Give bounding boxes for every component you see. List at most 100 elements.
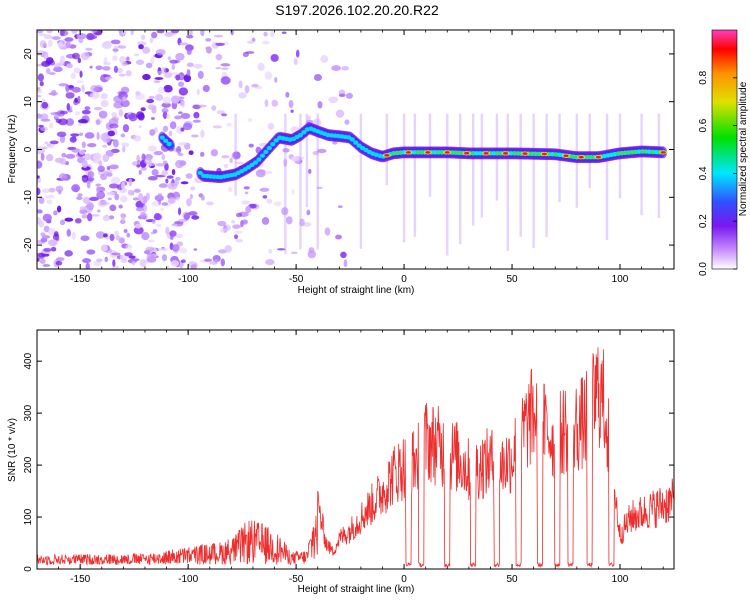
heatmap-blob xyxy=(38,33,47,36)
heatmap-blob xyxy=(245,51,255,54)
heatmap-blob xyxy=(55,238,60,242)
heatmap-blob xyxy=(135,59,145,65)
x-tick-label: 0 xyxy=(401,274,407,285)
heatmap-blob xyxy=(161,254,168,262)
heatmap-streak xyxy=(299,113,302,250)
heatmap-blob xyxy=(80,235,90,242)
heatmap-blob xyxy=(162,160,168,165)
heatmap-streak xyxy=(284,113,287,254)
heatmap-blob xyxy=(95,231,106,239)
heatmap-blob xyxy=(140,166,147,171)
heatmap-layer xyxy=(37,30,668,269)
heatmap-blob xyxy=(56,131,67,138)
ridge-bright xyxy=(301,130,307,135)
heatmap-blob xyxy=(248,143,254,148)
heatmap-blob xyxy=(142,73,151,81)
heatmap-streak xyxy=(316,113,319,250)
heatmap-blob xyxy=(156,223,162,228)
heatmap-blob xyxy=(107,130,116,137)
heatmap-blob xyxy=(147,252,154,259)
heatmap-blob xyxy=(120,99,130,108)
heatmap-blob xyxy=(109,233,115,242)
heatmap-blob xyxy=(102,66,111,71)
heatmap-blob xyxy=(169,59,179,64)
heatmap-blob xyxy=(193,248,198,251)
heatmap-blob xyxy=(106,172,113,177)
heatmap-blob xyxy=(124,252,133,257)
heatmap-blob xyxy=(185,44,194,52)
heatmap-blob xyxy=(153,80,161,83)
heatmap-blob xyxy=(191,134,199,138)
heatmap-blob xyxy=(145,246,155,252)
heatmap-blob xyxy=(71,148,81,153)
heatmap-blob xyxy=(100,92,108,100)
heatmap-blob xyxy=(108,164,119,170)
heatmap-blob xyxy=(167,182,178,190)
ridge-peak xyxy=(425,151,431,154)
snr-xlabel: Height of straight line (km) xyxy=(298,584,415,595)
heatmap-blob xyxy=(224,224,231,232)
heatmap-blob xyxy=(149,37,154,44)
heatmap-blob xyxy=(171,223,178,227)
heatmap-blob xyxy=(213,34,224,38)
heatmap-blob xyxy=(204,258,213,262)
heatmap-blob xyxy=(111,252,121,256)
heatmap-blob xyxy=(71,135,77,142)
heatmap-blob xyxy=(283,158,288,167)
heatmap-blob xyxy=(121,96,127,102)
ridge-bright xyxy=(166,141,172,147)
heatmap-blob xyxy=(282,148,290,153)
heatmap-blob xyxy=(76,196,83,201)
ridge-peak xyxy=(660,151,666,154)
colorbar-label: Normalized spectral amplitude xyxy=(738,81,749,216)
heatmap-blob xyxy=(37,209,43,214)
colorbar-tick-label: 0.4 xyxy=(698,166,709,180)
heatmap-streak xyxy=(234,113,237,196)
ridge-bright xyxy=(163,138,169,143)
heatmap-blob xyxy=(140,107,146,112)
heatmap-blob xyxy=(205,46,210,50)
colorbar-bar xyxy=(711,29,738,270)
heatmap-blob xyxy=(149,129,156,136)
heatmap-blob xyxy=(76,80,85,84)
ridge-peak xyxy=(578,155,584,159)
heatmap-blob xyxy=(150,56,155,65)
heatmap-blob xyxy=(120,258,128,263)
heatmap-blob xyxy=(109,204,117,212)
heatmap-blob xyxy=(198,104,207,108)
heatmap-blob xyxy=(128,255,136,259)
heatmap-blob xyxy=(102,153,110,163)
heatmap-blob xyxy=(38,124,44,128)
heatmap-blob xyxy=(64,37,74,42)
heatmap-blob xyxy=(193,111,200,119)
heatmap-blob xyxy=(178,141,188,146)
heatmap-blob xyxy=(60,110,68,115)
heatmap-blob xyxy=(40,126,48,132)
heatmap-blob xyxy=(189,30,193,36)
heatmap-blob xyxy=(200,129,205,138)
heatmap-blob xyxy=(175,176,181,181)
heatmap-blob xyxy=(115,235,121,241)
heatmap-blob xyxy=(270,30,274,38)
heatmap-blob xyxy=(133,226,144,235)
heatmap-streak xyxy=(402,113,406,243)
heatmap-blob xyxy=(313,73,322,82)
heatmap-blob xyxy=(291,188,295,195)
heatmap-blob xyxy=(232,224,241,229)
heatmap-blob xyxy=(64,250,73,257)
heatmap-blob xyxy=(106,166,111,171)
y-tick-label: 20 xyxy=(23,48,34,60)
heatmap-blob xyxy=(161,169,168,176)
heatmap-blob xyxy=(78,122,82,127)
heatmap-blob xyxy=(41,188,51,194)
heatmap-blob xyxy=(40,113,49,122)
heatmap-blob xyxy=(59,158,67,165)
heatmap-blob xyxy=(164,31,174,38)
heatmap-blob xyxy=(136,41,147,46)
ridge-bright xyxy=(252,160,259,165)
heatmap-blob xyxy=(177,152,184,156)
heatmap-blob xyxy=(37,73,44,82)
heatmap-blob xyxy=(166,175,174,179)
heatmap-blob xyxy=(114,193,120,201)
heatmap-blob xyxy=(98,160,103,167)
